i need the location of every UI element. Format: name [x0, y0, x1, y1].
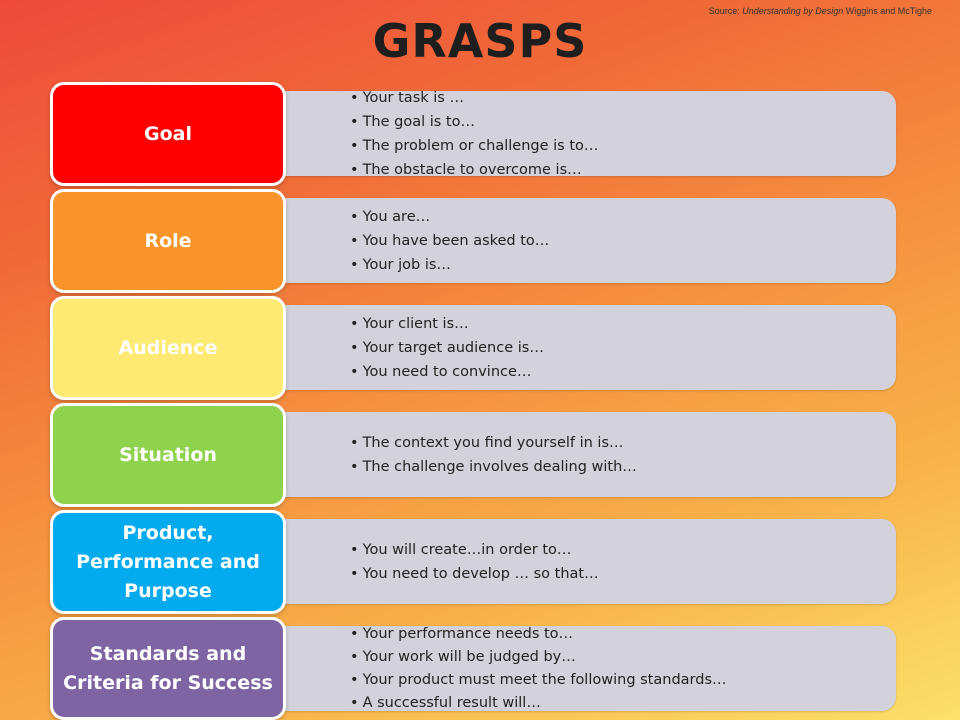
- standards-bullet: Your performance needs to…: [350, 623, 727, 646]
- audience-panel: Your client is… Your target audience is……: [260, 305, 896, 390]
- source-authors: Wiggins and McTighe: [843, 6, 932, 16]
- situation-bullet: The challenge involves dealing with…: [350, 455, 637, 479]
- product-panel: You will create…in order to… You need to…: [260, 519, 896, 604]
- role-label-box: Role: [50, 189, 286, 293]
- row-product: You will create…in order to… You need to…: [50, 510, 896, 614]
- product-label: Product, Performance and Purpose: [76, 521, 260, 602]
- situation-label-box: Situation: [50, 403, 286, 507]
- goal-bullet: The goal is to…: [350, 110, 598, 134]
- product-bullet: You will create…in order to…: [350, 538, 599, 562]
- goal-bullet-list: Your task is … The goal is to… The probl…: [350, 86, 599, 182]
- role-label: Role: [144, 229, 192, 252]
- source-book: Understanding by Design: [742, 6, 844, 16]
- row-situation: The context you find yourself in is… The…: [50, 403, 896, 507]
- audience-label-box: Audience: [50, 296, 286, 400]
- role-bullet-list: You are… You have been asked to… Your jo…: [350, 205, 550, 277]
- standards-bullet-list: Your performance needs to… Your work wil…: [350, 623, 727, 715]
- role-bullet: You have been asked to…: [350, 229, 550, 253]
- goal-panel: Your task is … The goal is to… The probl…: [260, 90, 896, 178]
- standards-label-box: Standards and Criteria for Success: [50, 617, 286, 720]
- product-bullet: You need to develop … so that…: [350, 562, 599, 586]
- situation-bullet: The context you find yourself in is…: [350, 431, 637, 455]
- situation-bullet-list: The context you find yourself in is… The…: [350, 431, 637, 479]
- standards-panel: Your performance needs to… Your work wil…: [260, 626, 896, 711]
- audience-bullet: Your target audience is…: [350, 336, 544, 360]
- standards-bullet: Your product must meet the following sta…: [350, 669, 727, 692]
- goal-bullet: The problem or challenge is to…: [350, 134, 599, 158]
- role-bullet: You are…: [350, 205, 549, 229]
- role-panel: You are… You have been asked to… Your jo…: [260, 198, 896, 283]
- row-role: You are… You have been asked to… Your jo…: [50, 189, 896, 293]
- goal-bullet: Your task is …: [350, 86, 598, 110]
- row-goal: Your task is … The goal is to… The probl…: [50, 82, 896, 186]
- product-label-box: Product, Performance and Purpose: [50, 510, 286, 614]
- situation-label: Situation: [119, 443, 217, 466]
- goal-label-box: Goal: [50, 82, 286, 186]
- standards-bullet: Your work will be judged by…: [350, 646, 727, 669]
- audience-label: Audience: [118, 336, 218, 359]
- audience-bullet: You need to convince…: [350, 360, 544, 384]
- source-prefix: Source:: [708, 6, 743, 16]
- standards-label: Standards and Criteria for Success: [63, 642, 273, 694]
- role-bullet: Your job is…: [350, 253, 549, 277]
- row-standards: Your performance needs to… Your work wil…: [50, 617, 896, 720]
- situation-panel: The context you find yourself in is… The…: [260, 412, 896, 497]
- row-audience: Your client is… Your target audience is……: [50, 296, 896, 400]
- audience-bullet-list: Your client is… Your target audience is……: [350, 312, 544, 384]
- source-citation: Source: Understanding by Design Wiggins …: [709, 6, 932, 16]
- standards-bullet: A successful result will…: [350, 692, 727, 715]
- page-title: GRASPS: [372, 14, 588, 68]
- product-bullet-list: You will create…in order to… You need to…: [350, 538, 599, 586]
- goal-bullet: The obstacle to overcome is…: [350, 158, 598, 182]
- goal-label: Goal: [144, 122, 192, 145]
- audience-bullet: Your client is…: [350, 312, 544, 336]
